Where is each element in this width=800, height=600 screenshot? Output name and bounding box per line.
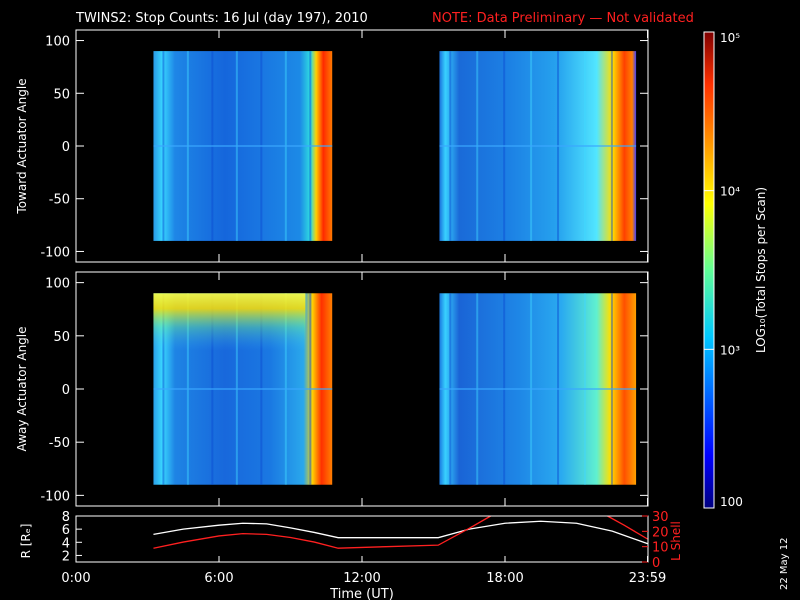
x-tick-label: 18:00: [486, 571, 523, 586]
left-tick-label: 8: [62, 510, 70, 525]
colorbar: LOG₁₀(Total Stops per Scan) 10⁵ 10⁴ 10³ 100: [703, 31, 768, 509]
radius-axis-label: R [Rₑ]: [19, 524, 33, 559]
right-tick-label: 0: [652, 556, 660, 571]
x-tick-label: 23:59: [629, 571, 666, 586]
y-tick-label: 100: [45, 35, 70, 50]
lshell-line: [153, 515, 492, 549]
y-tick-label: -100: [40, 489, 70, 504]
y-tick-label: 50: [53, 87, 70, 102]
colorbar-label: LOG₁₀(Total Stops per Scan): [754, 187, 768, 353]
y-tick-label: 50: [53, 330, 70, 345]
lshell-line: [607, 515, 648, 540]
y-tick-label: 0: [62, 383, 70, 398]
radius-line: [153, 520, 648, 545]
y-tick-label: -100: [40, 245, 70, 260]
date-stamp: 22 May 12: [779, 538, 790, 590]
left-tick-label: 2: [62, 549, 70, 564]
x-tick-label: 0:00: [61, 571, 90, 586]
y-tick-label: -50: [49, 193, 70, 208]
toward-panel: 100 50 0 -50 -100 Toward Actuator Angle: [15, 29, 649, 263]
heatmap-high-angle-band: [153, 293, 306, 485]
colorbar-tick-label: 10⁵: [720, 31, 740, 45]
y-tick-label: -50: [49, 436, 70, 451]
colorbar-tick-label: 100: [720, 495, 743, 509]
left-tick-label: 4: [62, 536, 70, 551]
away-panel: 100 50 0 -50 -100 Away Actuator Angle: [15, 271, 649, 507]
y-tick-label: 0: [62, 140, 70, 155]
x-axis-label: Time (UT): [329, 587, 394, 600]
colorbar-gradient: [704, 32, 714, 508]
y-axis-label: Away Actuator Angle: [15, 326, 29, 451]
x-tick-label: 6:00: [204, 571, 233, 586]
preliminary-note: NOTE: Data Preliminary — Not validated: [432, 11, 694, 26]
colorbar-tick-label: 10⁴: [720, 185, 740, 199]
right-tick-label: 10: [652, 541, 669, 556]
right-tick-label: 20: [652, 525, 669, 540]
y-axis-label: Toward Actuator Angle: [15, 78, 29, 214]
y-tick-label: 100: [45, 277, 70, 292]
lshell-axis-label: L Shell: [669, 521, 683, 561]
colorbar-tick-label: 10³: [720, 343, 740, 357]
chart-title: TWINS2: Stop Counts: 16 Jul (day 197), 2…: [75, 11, 368, 26]
left-tick-label: 6: [62, 523, 70, 538]
x-tick-label: 12:00: [343, 571, 380, 586]
right-tick-label: 30: [652, 510, 669, 525]
